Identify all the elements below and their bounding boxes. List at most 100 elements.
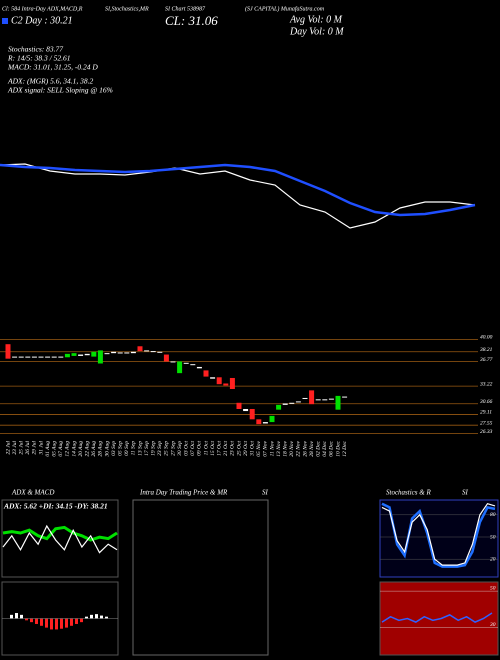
date-label: 25 Sep (164, 441, 170, 456)
date-label: 12 Dec (342, 440, 348, 456)
date-label: 19 Sep (150, 441, 156, 456)
date-label: 29 Oct (243, 441, 249, 456)
date-label: 07 Nov (263, 440, 269, 456)
date-label: 07 Oct (190, 441, 196, 456)
date-label: 28 Nov (309, 440, 315, 456)
panel-title: Intra Day Trading Price & MR (139, 489, 228, 497)
candle-body (309, 390, 315, 405)
adx-annotation: ADX: 5.62 +DI: 34.15 -DY: 38.21 (3, 502, 108, 511)
candle-body (130, 351, 136, 354)
date-label: 20 Nov (289, 440, 295, 456)
stat: R: 14/5: 38.3 / 52.61 (7, 54, 71, 63)
date-label: 07 Aug (58, 441, 64, 457)
panel-frame (132, 499, 269, 656)
date-label: 17 Sep (144, 441, 150, 456)
candle-body (295, 401, 301, 403)
price-level-label: 29.11 (480, 410, 492, 416)
macd-bar (90, 614, 93, 619)
candle-body (18, 356, 24, 358)
candle-body (190, 364, 196, 366)
date-label: 17 Oct (216, 441, 222, 456)
panel-subtitle: SI (262, 489, 269, 497)
date-label: 20 Aug (78, 441, 84, 457)
price-level-label: 30.66 (479, 399, 493, 405)
date-label: 05 Nov (256, 440, 262, 456)
candle-body (25, 356, 31, 358)
date-label: 05 Sep (117, 441, 123, 456)
candle-body (315, 399, 321, 401)
candle-body (111, 351, 117, 354)
date-label: 31 Oct (249, 441, 255, 457)
candle-body (51, 356, 57, 358)
y-tick-label: 20 (490, 556, 496, 562)
macd-bar (35, 618, 38, 624)
date-label: 26 Nov (302, 440, 308, 456)
candle-body (276, 404, 282, 410)
date-label: 30 Aug (104, 441, 110, 458)
series-line (381, 502, 496, 568)
candle-body (216, 377, 222, 385)
stat: ADX signal: SELL Sloping @ 16% (7, 86, 113, 95)
macd-bar (45, 618, 48, 628)
macd-bar (80, 618, 83, 623)
date-label: 27 Sep (170, 441, 176, 456)
date-label: 26 Jul (25, 441, 31, 455)
panel-title: ADX & MACD (11, 489, 54, 497)
y-tick-label: 80 (490, 512, 496, 518)
panel-subtitle: SI (462, 489, 469, 497)
price-level-label: 40.00 (480, 334, 493, 341)
date-label: 03 Sep (111, 441, 117, 456)
candle-body (150, 351, 156, 353)
date-label: 06 Dec (329, 440, 335, 456)
price-level-label: 27.55 (480, 420, 493, 426)
candle-body (124, 352, 130, 354)
panel-title: Stochastics & R (386, 489, 431, 497)
candle-body (5, 344, 11, 359)
macd-bar (25, 618, 28, 621)
date-label: 10 Dec (335, 440, 341, 456)
y-tick-label: 50 (490, 534, 496, 540)
date-label: 30 Sep (177, 441, 183, 457)
price-level-label: 26.33 (480, 429, 493, 435)
candle-body (117, 352, 123, 354)
date-label: 11 Oct (203, 441, 209, 456)
stat: MACD: 31.01, 31.25, -0.24 D (7, 63, 98, 72)
date-label: 18 Nov (282, 440, 288, 456)
date-label: 22 Aug (84, 441, 90, 457)
candle-body (58, 356, 64, 358)
date-label: 15 Oct (210, 441, 216, 456)
header-middle: SI,Stochastics,MR (105, 6, 149, 12)
date-label: 13 Nov (276, 440, 282, 456)
candle-body (71, 353, 77, 356)
date-label: 21 Oct (223, 441, 229, 456)
candle-body (203, 370, 209, 377)
candle-body (31, 356, 37, 358)
macd-bar (95, 614, 98, 619)
candle-body (328, 398, 334, 400)
candle-body (64, 353, 70, 358)
candle-body (38, 356, 44, 358)
price-level-label: 36.77 (479, 357, 493, 363)
date-label: 23 Oct (230, 441, 236, 456)
date-label: 12 Aug (65, 441, 71, 457)
avg-volume: Avg Vol: 0 M (289, 14, 343, 25)
candle-body (322, 399, 328, 401)
candle-body (302, 397, 308, 399)
macd-bar (60, 618, 63, 629)
candle-body (262, 422, 268, 424)
date-label: 09 Oct (197, 441, 203, 456)
candle-body (97, 350, 103, 364)
date-label: 28 Aug (98, 441, 104, 457)
date-label: 03 Oct (183, 441, 189, 456)
chart-id: SI Chart 538987 (165, 6, 206, 12)
candle-body (45, 356, 51, 358)
macd-bar (65, 618, 68, 628)
y-tick-label: 30 (489, 622, 496, 628)
series-line (0, 163, 476, 229)
candle-body (12, 356, 18, 358)
macd-bar (50, 618, 53, 630)
candle-body (137, 346, 143, 352)
macd-bar (20, 614, 23, 619)
header-left: Cl: 584 Intra-Day ADX,MACD,R (2, 5, 83, 12)
